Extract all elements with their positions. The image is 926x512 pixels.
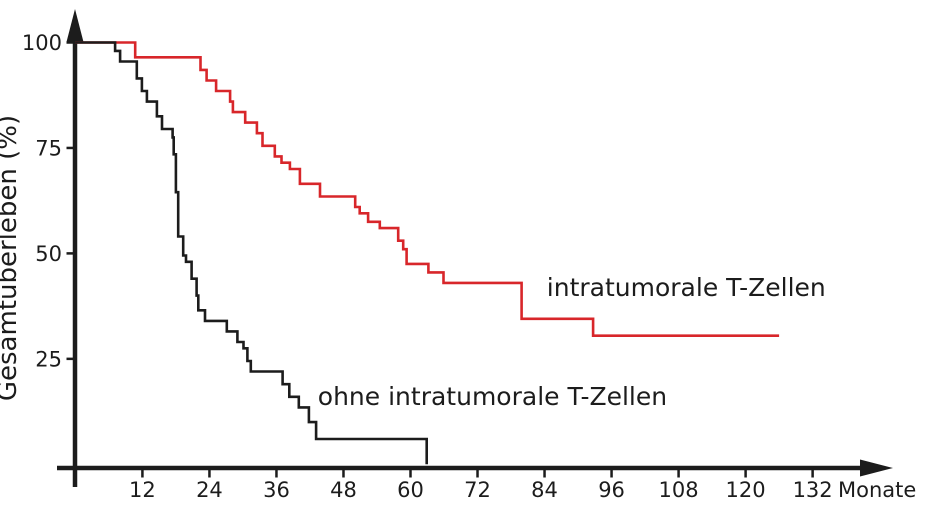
x-tick-label: 84 [531,478,558,502]
x-axis-title: Monate [838,478,916,502]
curve-intratumorale-t-zellen [75,41,780,337]
curve-ohne-intratumorale-t-zellen [75,41,428,465]
y-axis-arrowhead [66,9,84,42]
x-tick-label: 96 [598,478,625,502]
x-tick-label: 108 [659,478,699,502]
y-tick-label: 75 [35,136,62,160]
x-tick-label: 48 [330,478,357,502]
x-tick-label: 72 [464,478,491,502]
y-axis-ticks: 25 50 75 100 [22,31,75,371]
x-tick-label: 24 [196,478,223,502]
annotation-ohne-intratumorale-t-zellen: ohne intratumorale T-Zellen [318,382,667,411]
axes [57,9,893,487]
y-axis-title: Gesamtüberleben (%) [0,115,23,401]
x-tick-label: 60 [397,478,424,502]
x-tick-label: 12 [129,478,156,502]
x-axis-arrowhead [860,459,893,477]
y-tick-label: 50 [35,242,62,266]
x-tick-label: 120 [726,478,766,502]
annotation-intratumorale-t-zellen: intratumorale T-Zellen [547,273,826,302]
y-tick-label: 25 [35,347,62,371]
x-axis-ticks: 12 24 36 48 60 72 84 96 108 120 132 [129,468,833,502]
x-tick-label: 36 [263,478,290,502]
x-tick-label: 132 [793,478,833,502]
y-tick-label: 100 [22,31,62,55]
